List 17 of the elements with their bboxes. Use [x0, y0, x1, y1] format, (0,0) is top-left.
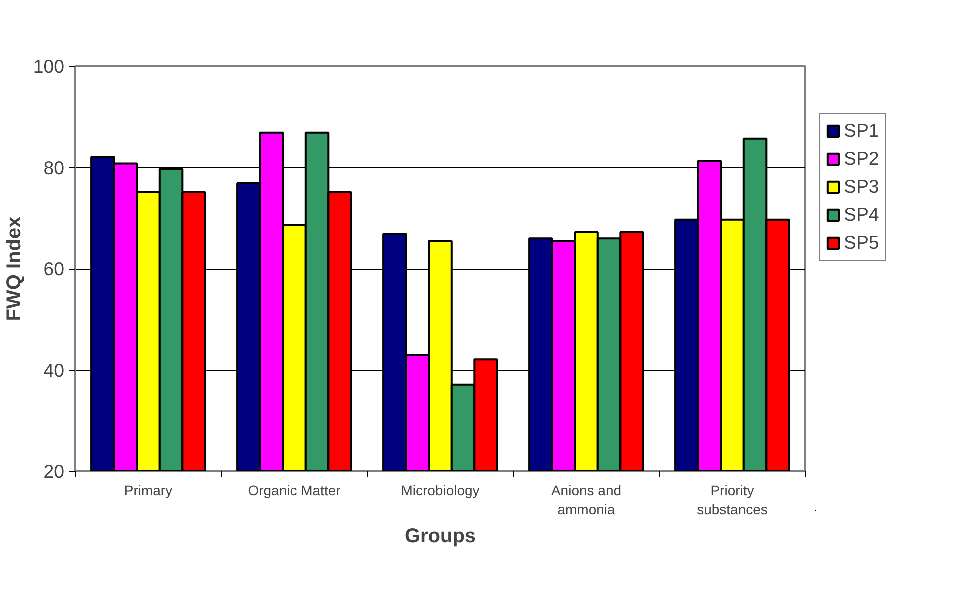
- legend-label: SP3: [844, 176, 880, 198]
- y-axis-title: FWQ Index: [3, 216, 26, 322]
- legend-label: SP2: [844, 148, 880, 170]
- x-tick-label: Anions and ammonia: [551, 482, 622, 518]
- x-tick-label: Primary: [124, 482, 173, 498]
- y-tick-label: 60: [44, 258, 65, 280]
- x-tick-label: Organic Matter: [248, 482, 342, 498]
- x-tick-label: Priority substances: [697, 482, 768, 518]
- x-tick-label: Microbiology: [401, 482, 480, 498]
- legend-label: SP5: [844, 232, 880, 254]
- y-tick-label: 100: [33, 56, 65, 77]
- legend-label: SP4: [844, 204, 880, 226]
- legend-label: SP1: [844, 120, 880, 142]
- x-axis-title: Groups: [404, 526, 476, 548]
- y-tick-label: 80: [44, 157, 65, 178]
- y-tick-label: 40: [44, 360, 65, 381]
- y-tick-label: 20: [44, 461, 65, 482]
